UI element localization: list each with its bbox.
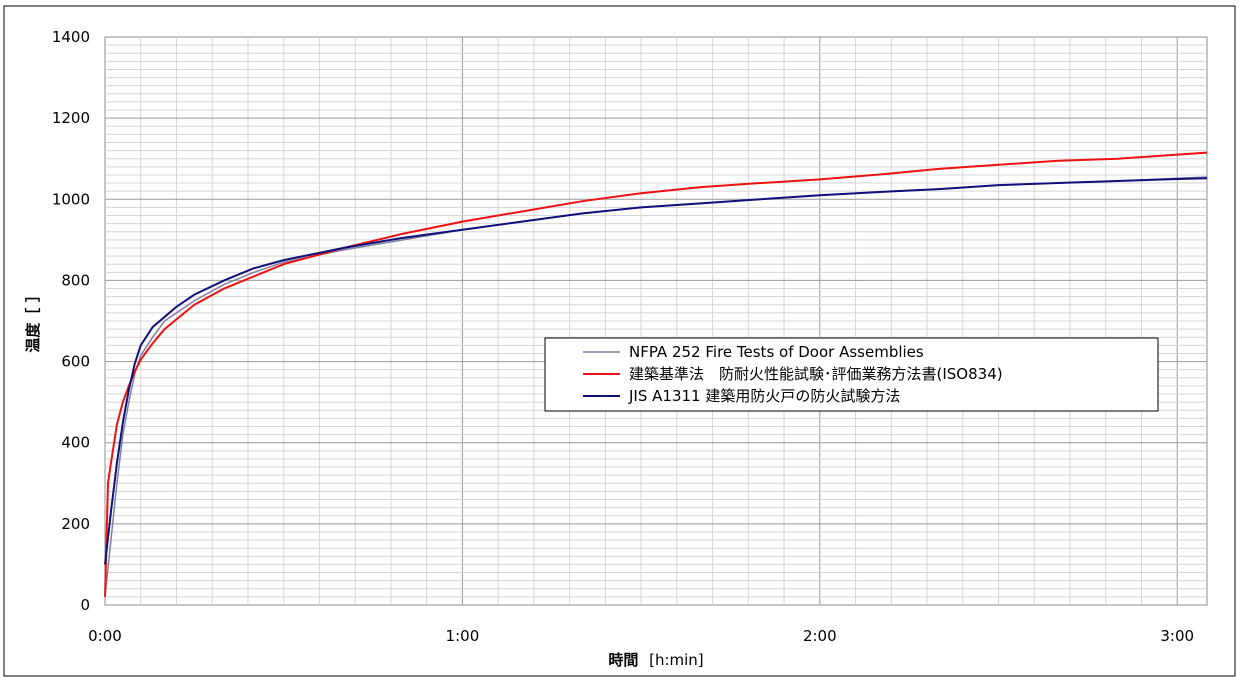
y-tick-label: 400	[61, 434, 90, 452]
x-tick-label: 2:00	[803, 627, 837, 645]
y-tick-label: 600	[61, 353, 90, 371]
tick-layer: 0 200 400 600 800 1000 1200 1400 0:00 1:00 2:00 3:0…	[52, 28, 1194, 645]
y-tick-label: 0	[80, 596, 90, 614]
series-layer	[104, 151, 1208, 597]
grid-layer	[105, 37, 1207, 605]
series-line-2	[104, 151, 1208, 597]
y-tick-label: 1200	[52, 109, 90, 127]
x-tick-label: 3:00	[1160, 627, 1194, 645]
y-tick-label: 200	[61, 515, 90, 533]
legend-label-3: JIS A1311 建築用防火戸の防火試験方法	[628, 387, 900, 405]
x-axis-title-unit: [h:min]	[649, 651, 704, 669]
x-tick-label: 0:00	[88, 627, 122, 645]
legend-label-1: NFPA 252 Fire Tests of Door Assemblies	[629, 343, 924, 361]
x-axis-title: 時間 [h:min]	[608, 651, 703, 669]
legend-box	[544, 337, 1159, 412]
y-axis-title: 温度［ ］	[24, 287, 42, 352]
series-line-3	[104, 177, 1208, 565]
y-tick-label: 1000	[52, 190, 90, 208]
legend: NFPA 252 Fire Tests of Door Assemblies 建築…	[544, 337, 1159, 412]
x-axis-title-main: 時間	[608, 651, 638, 669]
y-tick-label: 800	[61, 271, 90, 289]
y-tick-label: 1400	[52, 28, 90, 46]
x-tick-label: 1:00	[446, 627, 480, 645]
legend-label-2: 建築基準法 防耐火性能試験･評価業務方法書(ISO834)	[629, 365, 1003, 383]
